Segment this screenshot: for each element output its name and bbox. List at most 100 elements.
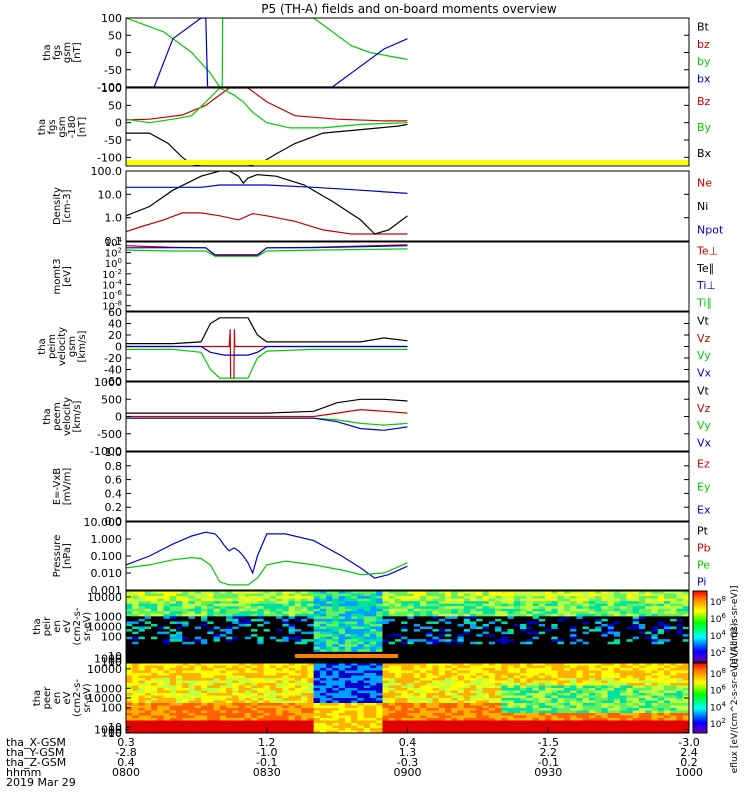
legend-item: Bt <box>697 21 710 34</box>
legend-item: by <box>697 55 711 68</box>
panel-pressure: Pressure[nPa] 10.000 1.000 0.100 0.010 0.001 P… <box>52 516 711 597</box>
x-tick-label: 2.2 <box>540 746 558 759</box>
y-axis-label: thafgsgsm[nT] <box>42 42 83 63</box>
y-tick-label: 1.000 <box>91 533 123 546</box>
series-line-Vx <box>126 417 408 431</box>
y-tick-label: 100.0 <box>91 165 123 178</box>
y-tick-label: 0.100 <box>91 550 123 563</box>
y-tick-label: 0 <box>115 341 122 354</box>
y-tick-label: 100 <box>105 257 122 270</box>
legend-item: Vx <box>697 366 712 379</box>
colorbar-tick: 106 <box>710 684 726 697</box>
y-tick-label: 10 <box>108 727 122 740</box>
x-tick-label: 0930 <box>534 766 562 779</box>
series-line-Vz <box>126 408 408 418</box>
y-tick-label: 104 <box>105 236 123 249</box>
legend-item: Npot <box>697 223 724 236</box>
x-tick-label: -0.1 <box>538 756 559 769</box>
y-tick-label: -100 <box>97 81 122 94</box>
y-tick-label: -500 <box>97 428 122 441</box>
y-tick-label: 100 <box>101 12 122 25</box>
x-tick-label: 0.4 <box>399 736 417 749</box>
y-tick-label: 100 <box>101 656 122 669</box>
series-line-Bz <box>126 88 408 122</box>
plot-title: P5 (TH-A) fields and on-board moments ov… <box>261 2 557 16</box>
legend-item: Ti∥ <box>696 296 712 309</box>
y-tick-label: 1000 <box>94 682 122 695</box>
series-line-bx <box>126 18 408 87</box>
panel-peem: thapeemvelocity[km/s] 1000 500 0 -500 -1000 Vt… <box>42 376 712 458</box>
legend-item: Pi <box>697 576 706 589</box>
series-line-Ti∥ <box>126 248 408 257</box>
colorbar-tick: 102 <box>710 717 726 730</box>
y-tick-label: 10000 <box>87 621 122 634</box>
x-tick-label: -0.1 <box>256 756 277 769</box>
legend-item: bz <box>697 38 710 51</box>
panel-frame <box>125 87 690 167</box>
series-line-by <box>126 18 408 87</box>
y-tick-label: 10000 <box>87 663 122 676</box>
x-tick-label: 2.4 <box>680 746 698 759</box>
y-tick-label: -20 <box>104 352 122 365</box>
y-axis-label: thapeireneV(cm2-s-sr-eV) <box>32 607 93 645</box>
colorbar-tick: 106 <box>710 612 726 625</box>
series-line-Vy <box>126 348 408 379</box>
y-tick-label: 0.2 <box>105 501 123 514</box>
legend-item: Ti⊥ <box>696 279 716 292</box>
y-axis-label: thapeimvelocitygsm[km/s] <box>37 327 88 366</box>
colorbar <box>692 662 708 734</box>
y-tick-label: 1000 <box>94 611 122 624</box>
series-line-Vy <box>126 417 408 426</box>
panel-peer: thapeereneV(cm2-s-sr-eV)1000010001001010… <box>32 623 740 773</box>
y-axis-label: thafgsgsm-180[nT] <box>37 116 88 139</box>
y-tick-label: 0.4 <box>105 487 123 500</box>
legend-item: Ni <box>697 200 708 213</box>
panel-frame <box>125 170 690 242</box>
y-tick-label: 0.0 <box>105 515 123 528</box>
y-axis-label: momt3[eV] <box>52 259 73 295</box>
y-tick-label: 10 <box>108 656 122 669</box>
legend-item: Vz <box>697 332 711 345</box>
legend-item: Ez <box>697 458 710 471</box>
y-tick-label: 0.1 <box>105 235 123 248</box>
y-tick-label: 100 <box>101 630 122 643</box>
legend-item: Vt <box>697 315 710 328</box>
colorbar-tick: 104 <box>710 700 726 713</box>
colorbar-tick: 104 <box>710 629 726 642</box>
y-axis-label: Density[cm-3] <box>52 187 73 225</box>
y-tick-label: 1.0 <box>105 212 123 225</box>
panel-fgs: thafgsgsm[nT] 100 50 0 -50 -100 Bt bz by bx <box>42 12 711 94</box>
y-tick-label: 10-2 <box>102 268 122 281</box>
legend-item: bx <box>697 72 711 85</box>
y-axis-label: Pressure[nPa] <box>52 535 73 578</box>
y-axis-label: thapeemvelocity[km/s] <box>42 397 83 436</box>
x-tick-label: 1000 <box>675 766 703 779</box>
date-label: 2019 Mar 29 <box>6 776 76 789</box>
panel-efield: E=-VxB[mV/m] 1.00.80.60.40.20.0 Ez Ey Ex <box>52 446 711 528</box>
y-tick-label: 10000 <box>87 591 122 604</box>
series-line-Npot <box>126 184 408 194</box>
y-tick-label: -60 <box>104 375 122 388</box>
x-axis-row-label: tha_Z-GSM <box>6 756 66 769</box>
y-tick-label: 10000 <box>87 692 122 705</box>
panel-peir: thapeireneV(cm2-s-sr-eV)1000010001001010… <box>32 585 740 669</box>
y-tick-label: 1000 <box>94 376 122 389</box>
colorbar-label: [eV/(cm2-s-sr-eV)] <box>730 585 740 667</box>
y-tick-label: -50 <box>104 64 122 77</box>
x-tick-label: 0830 <box>253 766 281 779</box>
x-tick-label: -0.3 <box>397 756 418 769</box>
legend-item: Vx <box>697 436 712 449</box>
quality-flag-bar <box>126 160 689 165</box>
y-tick-label: 60 <box>108 306 122 319</box>
legend-item: Vy <box>697 419 711 432</box>
x-tick-label: -2.8 <box>115 746 136 759</box>
legend-item: Vy <box>697 349 711 362</box>
x-tick-label: 0.3 <box>117 736 135 749</box>
legend-item: Vz <box>697 402 711 415</box>
y-tick-label: 500 <box>101 393 122 406</box>
colorbar <box>692 590 708 663</box>
y-tick-label: 0.001 <box>91 584 123 597</box>
y-axis-label: E=-VxB[mV/m] <box>52 468 73 506</box>
panel-frame <box>125 241 690 312</box>
x-tick-label: -1.0 <box>256 746 277 759</box>
